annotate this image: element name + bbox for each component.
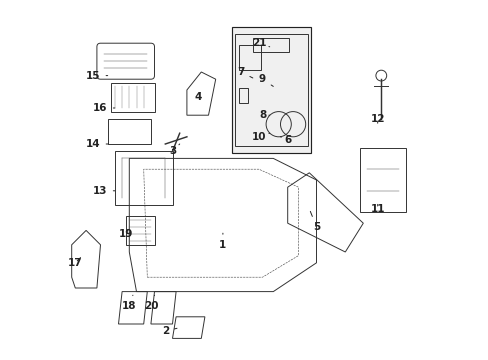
Text: 18: 18 [122, 295, 136, 311]
Text: 19: 19 [118, 229, 133, 239]
Text: 20: 20 [143, 295, 158, 311]
Text: 3: 3 [168, 144, 179, 156]
Text: 16: 16 [93, 103, 115, 113]
Text: 13: 13 [93, 186, 115, 196]
Text: 11: 11 [370, 204, 384, 214]
Bar [359, 148, 406, 212]
Text: 9: 9 [259, 74, 273, 86]
Text: 2: 2 [162, 326, 177, 336]
Text: 10: 10 [251, 132, 269, 142]
Text: 6: 6 [280, 135, 291, 145]
Text: 4: 4 [194, 92, 201, 102]
Text: 8: 8 [258, 110, 269, 120]
Text: 5: 5 [310, 211, 320, 232]
Text: 17: 17 [68, 257, 82, 268]
Bar [253, 38, 289, 52]
Text: 15: 15 [86, 71, 107, 81]
Text: 7: 7 [237, 67, 252, 78]
Bar [239, 88, 247, 103]
Text: 12: 12 [370, 114, 384, 124]
Bar [231, 27, 310, 153]
Text: 1: 1 [219, 233, 226, 250]
Text: 14: 14 [86, 139, 108, 149]
Text: 21: 21 [251, 38, 269, 48]
